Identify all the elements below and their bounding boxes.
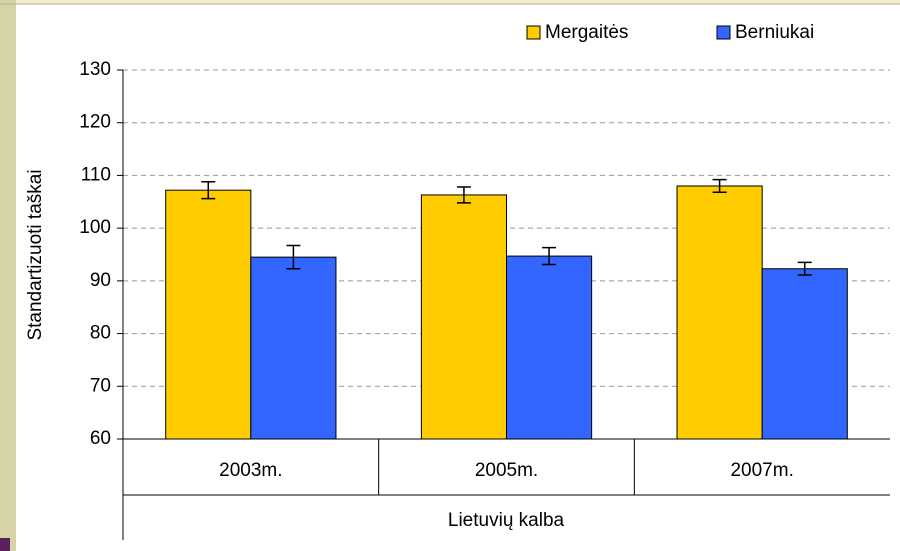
x-tick-label: 2005m. [475,460,538,481]
x-axis-label: Lietuvių kalba [448,510,565,531]
legend-swatch [526,25,541,40]
bar [165,189,252,440]
bar [676,185,763,440]
corner-mark [0,538,10,551]
y-axis-label: Standartizuoti taškai [25,169,46,340]
y-tick-label: 60 [90,428,111,449]
legend-swatch [716,25,731,40]
error-bar [542,246,557,266]
error-bar [712,178,727,194]
bar [506,255,593,440]
y-tick-label: 120 [79,112,111,133]
error-bar [797,261,812,276]
y-tick-label: 130 [79,59,111,80]
x-tick-label: 2003m. [219,460,282,481]
legend-label: Mergaitės [545,22,628,43]
y-tick-label: 100 [79,217,111,238]
legend-label: Berniukai [735,22,814,43]
bar [250,256,337,440]
y-tick-label: 110 [81,164,111,185]
bar [761,268,848,440]
y-tick-label: 80 [90,323,111,344]
side-strip [0,0,16,551]
error-bar [286,244,301,270]
error-bar [201,181,216,200]
error-bar [456,186,471,204]
y-tick-label: 70 [90,375,111,396]
x-tick-label: 2007m. [730,460,793,481]
bar [420,194,508,440]
y-tick-label: 90 [90,270,111,291]
